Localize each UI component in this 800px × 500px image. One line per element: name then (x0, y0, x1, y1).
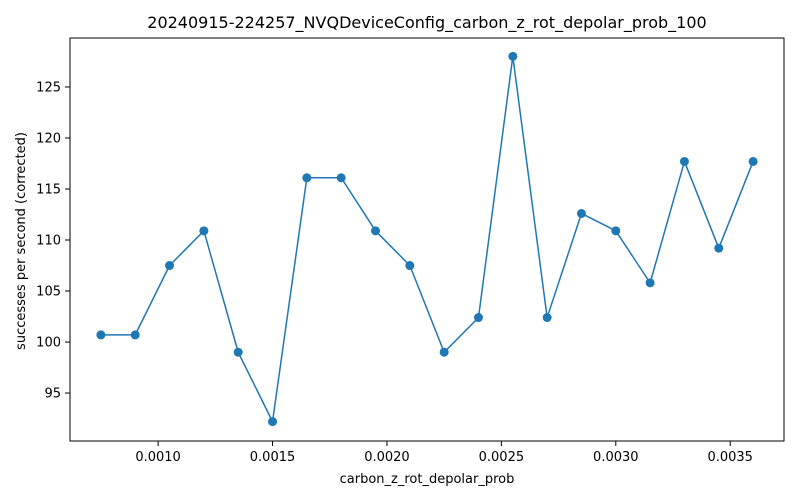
data-point (302, 173, 312, 183)
y-axis-label: successes per second (corrected) (14, 132, 29, 350)
data-point (508, 51, 518, 61)
x-tick-label: 0.0010 (135, 450, 181, 465)
y-tick-label: 125 (36, 80, 61, 95)
data-point (473, 313, 483, 323)
x-axis-label: carbon_z_rot_depolar_prob (340, 472, 515, 487)
chart-title: 20240915-224257_NVQDeviceConfig_carbon_z… (147, 13, 706, 33)
data-point (576, 208, 586, 218)
y-tick-label: 105 (36, 285, 61, 300)
y-tick-label: 115 (36, 182, 61, 197)
data-point (371, 226, 381, 236)
data-point (645, 278, 655, 288)
data-point (748, 156, 758, 166)
series-line (100, 55, 754, 423)
data-point (199, 226, 209, 236)
data-point (714, 243, 724, 253)
y-tick-label: 110 (36, 234, 61, 249)
data-point (679, 156, 689, 166)
data-point (611, 226, 621, 236)
data-point (96, 330, 106, 340)
x-tick-label: 0.0035 (707, 450, 753, 465)
data-point (439, 347, 449, 357)
y-tick-label: 95 (44, 387, 61, 402)
data-point (336, 173, 346, 183)
x-tick-label: 0.0030 (593, 450, 639, 465)
data-point (268, 417, 278, 427)
axes-frame (69, 37, 785, 442)
data-point (233, 347, 243, 357)
data-point (165, 261, 175, 271)
x-tick-label: 0.0020 (364, 450, 410, 465)
y-tick-label: 120 (36, 131, 61, 146)
plot-area: 0.0010 0.0015 0.0020 0.0025 0.0030 0.0035 95 10… (36, 37, 785, 465)
data-point (542, 313, 552, 323)
x-tick-label: 0.0015 (250, 450, 296, 465)
y-tick-label: 100 (36, 336, 61, 351)
x-tick-label: 0.0025 (479, 450, 525, 465)
data-point (405, 261, 415, 271)
data-point (130, 330, 140, 340)
